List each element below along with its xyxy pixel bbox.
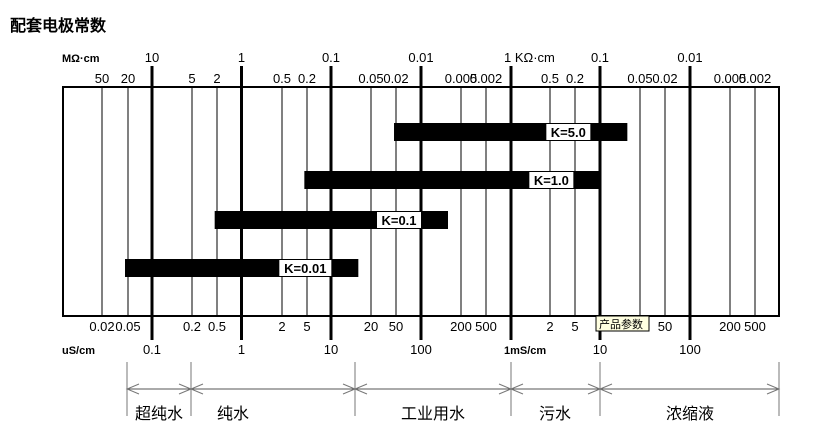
resistivity-decade-label: 0.1 [322, 50, 340, 65]
resistivity-minor-label: 0.002 [739, 71, 772, 86]
resistivity-minor-label: 0.5 [541, 71, 559, 86]
water-category-label: 污水 [539, 404, 571, 423]
conductivity-decade-label: 0.1 [143, 342, 161, 357]
conductivity-minor-label: 200 [719, 319, 741, 334]
resistivity-minor-label: 0.02 [383, 71, 408, 86]
electrode-label-bg [377, 212, 422, 228]
resistivity-decade-label: 10 [145, 50, 159, 65]
electrode-range-bar [394, 123, 628, 141]
page-title: 配套电极常数 [10, 16, 107, 35]
resistivity-minor-label: 0.005 [714, 71, 747, 86]
resistivity-minor-label: 2 [213, 71, 220, 86]
conductivity-minor-label: 200 [450, 319, 472, 334]
electrode-constant-label: K=0.01 [284, 261, 326, 276]
electrode-label-bg [546, 124, 591, 140]
resistivity-minor-label: 0.05 [627, 71, 652, 86]
resistivity-decade-label: 1 KΩ·cm [504, 50, 555, 65]
water-category-label: 纯水 [217, 404, 249, 423]
conductivity-decade-label: 1 [238, 342, 245, 357]
resistivity-unit-label: MΩ·cm [62, 53, 100, 65]
conductivity-unit-label: uS/cm [62, 345, 95, 357]
arrow-left-icon [598, 383, 613, 395]
arrow-left-icon [353, 383, 368, 395]
conductivity-minor-label: 2 [278, 319, 285, 334]
resistivity-minor-label: 0.2 [566, 71, 584, 86]
conductivity-decade-label: 1mS/cm [504, 345, 546, 357]
water-category-label: 浓缩液 [666, 404, 714, 423]
conductivity-minor-label: 500 [744, 319, 766, 334]
conductivity-minor-label: 0.05 [115, 319, 140, 334]
resistivity-decade-label: 0.01 [408, 50, 433, 65]
resistivity-minor-label: 0.2 [298, 71, 316, 86]
conductivity-minor-label: 0.2 [183, 319, 201, 334]
electrode-label-bg [529, 172, 574, 188]
resistivity-minor-label: 0.05 [358, 71, 383, 86]
resistivity-decade-label: 0.01 [677, 50, 702, 65]
conductivity-decade-label: 100 [410, 342, 432, 357]
resistivity-minor-label: 0.005 [445, 71, 478, 86]
water-category-label: 超纯水 [135, 404, 183, 423]
conductivity-minor-label: 50 [389, 319, 403, 334]
resistivity-minor-label: 50 [95, 71, 109, 86]
electrode-label-bg [279, 260, 332, 276]
resistivity-minor-label: 0.002 [470, 71, 503, 86]
conductivity-minor-label: 20 [364, 319, 378, 334]
water-category-label: 工业用水 [401, 404, 465, 423]
resistivity-minor-label: 5 [188, 71, 195, 86]
arrow-left-icon [189, 383, 204, 395]
resistivity-decade-label: 1 [238, 50, 245, 65]
tooltip-text: 产品参数 [599, 317, 643, 331]
conductivity-minor-label: 0.02 [89, 319, 114, 334]
conductivity-minor-label: 2 [546, 319, 553, 334]
resistivity-decade-label: 0.1 [591, 50, 609, 65]
conductivity-decade-label: 10 [324, 342, 338, 357]
conductivity-minor-label: 0.5 [208, 319, 226, 334]
arrow-left-icon [509, 383, 524, 395]
conductivity-minor-label: 500 [475, 319, 497, 334]
arrow-left-icon [125, 383, 140, 395]
tooltip-box [595, 315, 650, 332]
conductivity-decade-label: 100 [679, 342, 701, 357]
electrode-constant-label: K=1.0 [534, 173, 569, 188]
conductivity-decade-label: 10 [593, 342, 607, 357]
conductivity-minor-label: 50 [658, 319, 672, 334]
arrow-right-icon [766, 383, 781, 395]
electrode-constant-label: K=5.0 [551, 125, 586, 140]
resistivity-minor-label: 0.02 [652, 71, 677, 86]
conductivity-minor-label: 5 [303, 319, 310, 334]
resistivity-minor-label: 20 [121, 71, 135, 86]
electrode-constant-label: K=0.1 [381, 213, 416, 228]
electrode-range-bar [304, 171, 601, 189]
conductivity-minor-label: 5 [571, 319, 578, 334]
resistivity-minor-label: 0.5 [273, 71, 291, 86]
